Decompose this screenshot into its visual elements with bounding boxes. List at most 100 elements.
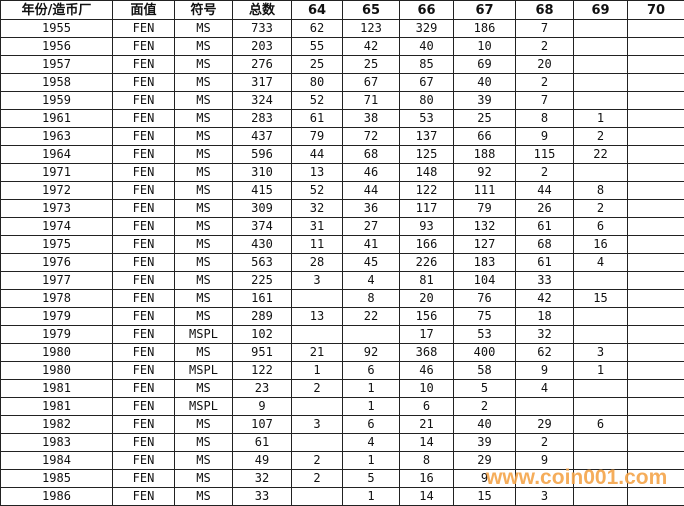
table-cell: MS: [175, 308, 233, 326]
table-cell: MS: [175, 164, 233, 182]
table-cell: 563: [233, 254, 292, 272]
table-cell: 45: [343, 254, 400, 272]
table-cell: FEN: [113, 488, 175, 506]
table-cell: 53: [454, 326, 516, 344]
table-cell: 10: [454, 38, 516, 56]
table-cell: [292, 488, 343, 506]
table-cell: [292, 326, 343, 344]
table-cell: 20: [516, 56, 574, 74]
table-cell: [628, 146, 684, 164]
table-cell: 309: [233, 200, 292, 218]
table-cell: 374: [233, 218, 292, 236]
table-cell: FEN: [113, 380, 175, 398]
table-cell: [574, 380, 628, 398]
table-cell: 80: [400, 92, 454, 110]
table-cell: 44: [292, 146, 343, 164]
table-cell: 81: [400, 272, 454, 290]
table-cell: 68: [516, 236, 574, 254]
table-cell: [343, 326, 400, 344]
table-cell: 1: [574, 362, 628, 380]
table-cell: 25: [343, 56, 400, 74]
table-cell: 79: [292, 128, 343, 146]
table-cell: 3: [292, 272, 343, 290]
table-cell: 18: [516, 308, 574, 326]
table-cell: 188: [454, 146, 516, 164]
table-cell: 1956: [1, 38, 113, 56]
table-cell: 6: [574, 218, 628, 236]
table-cell: 127: [454, 236, 516, 254]
table-cell: 111: [454, 182, 516, 200]
table-cell: MS: [175, 488, 233, 506]
table-cell: FEN: [113, 38, 175, 56]
table-cell: 5: [454, 380, 516, 398]
table-cell: 4: [343, 272, 400, 290]
table-cell: 32: [292, 200, 343, 218]
table-cell: FEN: [113, 182, 175, 200]
table-cell: 80: [292, 74, 343, 92]
table-cell: [574, 326, 628, 344]
table-cell: MS: [175, 200, 233, 218]
table-cell: FEN: [113, 164, 175, 182]
table-cell: 6: [400, 398, 454, 416]
table-cell: [628, 344, 684, 362]
table-cell: 42: [516, 290, 574, 308]
table-cell: 733: [233, 20, 292, 38]
table-cell: 1977: [1, 272, 113, 290]
table-cell: FEN: [113, 236, 175, 254]
table-cell: MS: [175, 380, 233, 398]
table-cell: 122: [233, 362, 292, 380]
table-cell: [574, 74, 628, 92]
table-cell: 7: [516, 92, 574, 110]
table-cell: 5: [343, 470, 400, 488]
table-cell: 1958: [1, 74, 113, 92]
table-cell: 1: [292, 362, 343, 380]
table-cell: 3: [574, 344, 628, 362]
table-cell: 104: [454, 272, 516, 290]
table-cell: 1981: [1, 398, 113, 416]
table-cell: 1: [574, 110, 628, 128]
table-cell: 67: [400, 74, 454, 92]
table-cell: 107: [233, 416, 292, 434]
table-cell: 28: [292, 254, 343, 272]
table-cell: 53: [400, 110, 454, 128]
table-cell: 1976: [1, 254, 113, 272]
table-cell: 16: [574, 236, 628, 254]
table-cell: FEN: [113, 290, 175, 308]
table-cell: 1981: [1, 380, 113, 398]
table-cell: [574, 164, 628, 182]
column-header: 66: [400, 1, 454, 20]
table-cell: 55: [292, 38, 343, 56]
table-cell: 9: [516, 128, 574, 146]
table-cell: MS: [175, 470, 233, 488]
table-cell: [292, 434, 343, 452]
table-cell: 62: [516, 344, 574, 362]
table-cell: 1986: [1, 488, 113, 506]
table-cell: 2: [574, 200, 628, 218]
watermark: www.coin001.com: [486, 466, 667, 490]
column-header: 年份/造币厂: [1, 1, 113, 20]
table-cell: 67: [343, 74, 400, 92]
table-cell: [628, 38, 684, 56]
table-cell: FEN: [113, 344, 175, 362]
table-cell: 15: [454, 488, 516, 506]
table-cell: [574, 92, 628, 110]
table-cell: 61: [516, 218, 574, 236]
table-cell: 102: [233, 326, 292, 344]
table-cell: 225: [233, 272, 292, 290]
table-cell: FEN: [113, 452, 175, 470]
table-cell: 15: [574, 290, 628, 308]
table-cell: [628, 398, 684, 416]
table-cell: 115: [516, 146, 574, 164]
table-cell: 79: [454, 200, 516, 218]
table-cell: 4: [574, 254, 628, 272]
table-cell: 1963: [1, 128, 113, 146]
table-cell: 4: [516, 380, 574, 398]
table-cell: 40: [454, 416, 516, 434]
table-cell: 38: [343, 110, 400, 128]
table-cell: [628, 20, 684, 38]
